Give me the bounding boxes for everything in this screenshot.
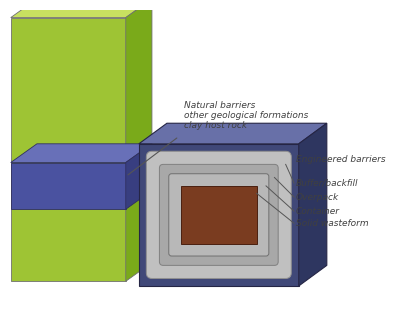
FancyBboxPatch shape — [146, 151, 291, 278]
Text: Buffer/backfill: Buffer/backfill — [296, 179, 358, 188]
Polygon shape — [126, 144, 152, 209]
Text: Container: Container — [296, 207, 340, 216]
Text: clay host rock: clay host rock — [184, 121, 247, 130]
Bar — [181, 186, 257, 244]
Polygon shape — [11, 0, 152, 17]
Polygon shape — [139, 123, 327, 144]
FancyBboxPatch shape — [160, 165, 278, 265]
Polygon shape — [126, 0, 152, 281]
FancyBboxPatch shape — [169, 174, 269, 256]
Text: Overpack: Overpack — [296, 193, 339, 202]
Polygon shape — [11, 144, 152, 163]
Text: Natural barriers: Natural barriers — [184, 101, 255, 110]
Text: Solid wasteform: Solid wasteform — [296, 219, 368, 228]
Polygon shape — [139, 144, 299, 286]
Polygon shape — [11, 163, 126, 209]
Text: Engineered barriers: Engineered barriers — [296, 155, 386, 164]
Polygon shape — [299, 123, 327, 286]
Polygon shape — [11, 17, 126, 281]
Text: other geological formations: other geological formations — [184, 111, 308, 120]
